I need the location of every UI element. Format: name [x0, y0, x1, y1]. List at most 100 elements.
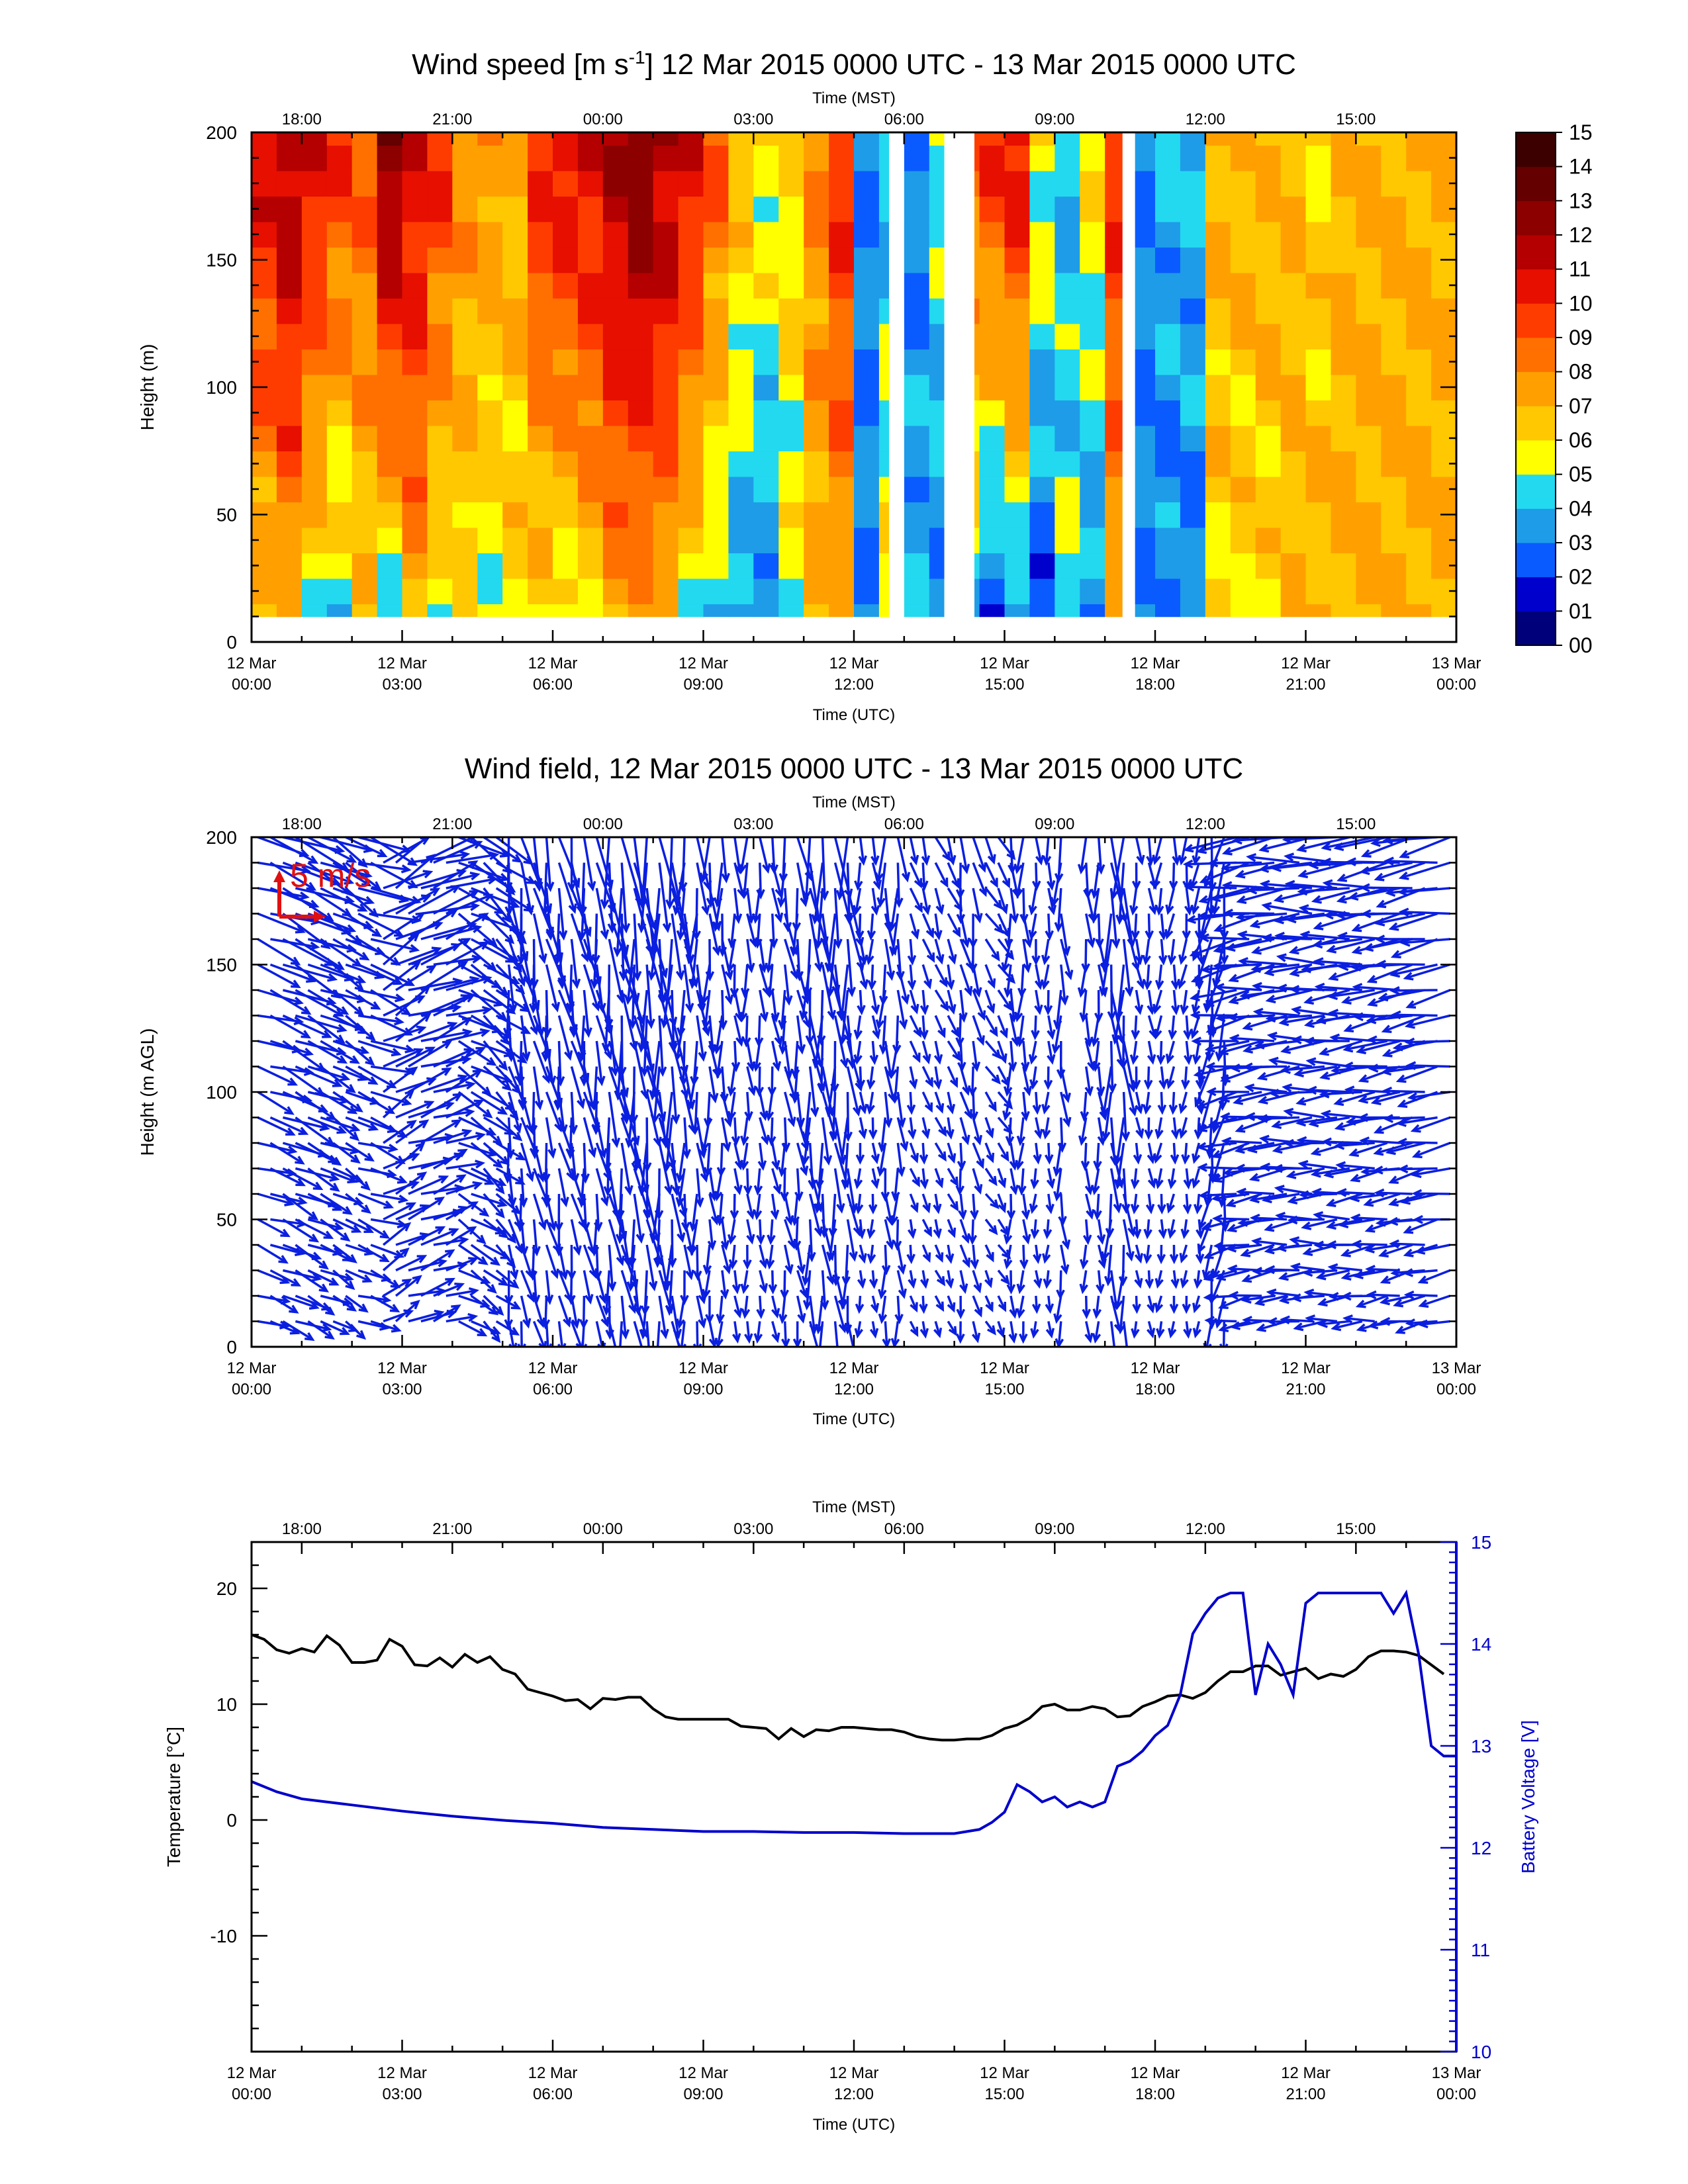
wind-vector-head: [935, 904, 945, 915]
wind-vector: [1022, 938, 1029, 971]
heatmap-cell: [427, 527, 453, 554]
wind-vector-head: [381, 1273, 392, 1282]
wind-vector: [876, 837, 887, 881]
wind-vector: [332, 1014, 367, 1034]
heatmap-cell: [678, 476, 704, 503]
wind-vector-head: [1220, 1222, 1230, 1232]
wind-vector-head: [492, 1136, 503, 1146]
heatmap-cell: [1004, 349, 1031, 375]
wind-vector-head: [910, 1302, 918, 1313]
wind-vector-head: [1265, 1013, 1276, 1023]
wind-vector-head: [1168, 1104, 1178, 1115]
wind-vector-head: [1249, 919, 1260, 929]
wind-vector: [768, 964, 774, 996]
wind-vector-head: [1252, 1266, 1263, 1276]
wind-vector: [495, 1193, 520, 1214]
heatmap-cell: [502, 196, 528, 222]
heatmap-cell: [753, 298, 780, 324]
wind-vector-head: [1211, 1174, 1223, 1183]
heatmap-cell: [829, 578, 855, 605]
wind-vector: [1080, 1117, 1088, 1144]
wind-vector-head: [933, 1054, 943, 1065]
heatmap-cell: [427, 502, 453, 528]
wind-vector: [1185, 837, 1237, 851]
heatmap-cell: [778, 553, 804, 579]
wind-vector-head: [1170, 1154, 1180, 1165]
wind-vector: [1414, 1192, 1450, 1195]
wind-vector-head: [1180, 1228, 1190, 1240]
wind-vector-head: [1389, 969, 1401, 978]
wind-vector: [1385, 1116, 1425, 1120]
heatmap-cell: [653, 196, 679, 222]
wind-vector: [445, 1030, 489, 1042]
wind-vector: [683, 1091, 695, 1132]
wind-vector: [820, 989, 824, 1043]
wind-vector-head: [1395, 1118, 1407, 1127]
heatmap-cell: [979, 170, 1006, 197]
wind-vector-head: [923, 978, 933, 989]
wind-vector-head: [685, 1269, 694, 1281]
wind-vector-head: [1130, 1203, 1140, 1214]
heatmap-cell: [753, 578, 780, 605]
wind-vector-head: [492, 1159, 504, 1169]
wind-vector: [307, 1040, 346, 1064]
wind-vector: [1221, 1091, 1262, 1101]
wind-vector-head: [598, 1293, 608, 1304]
wind-vector-head: [1308, 1118, 1319, 1128]
heatmap-cell: [502, 145, 528, 171]
wind-vector: [506, 1142, 510, 1181]
wind-vector: [984, 913, 1003, 933]
heatmap-cell: [1331, 400, 1357, 426]
wind-vector-head: [570, 1173, 580, 1184]
wind-vector-head: [1370, 1096, 1382, 1106]
heatmap-cell: [1180, 476, 1206, 503]
wind-vector: [1310, 1116, 1350, 1126]
heatmap-cell: [678, 221, 704, 248]
wind-vector-head: [833, 938, 843, 950]
wind-vector-head: [1086, 1208, 1095, 1220]
wind-vector-head: [951, 1027, 959, 1038]
heatmap-cell: [1055, 400, 1081, 426]
heatmap-cell: [804, 298, 829, 324]
wind-vector-head: [1313, 957, 1324, 966]
wind-vector-head: [560, 1197, 569, 1208]
wind-vector: [483, 837, 521, 862]
heatmap-cell: [577, 272, 604, 299]
wind-vector-head: [1349, 1193, 1360, 1203]
wind-vector: [1325, 1167, 1363, 1177]
wind-vector: [432, 1017, 471, 1042]
wind-vector-head: [559, 1124, 568, 1135]
heatmap-cell: [628, 170, 654, 197]
wind-vector-head: [744, 1333, 753, 1344]
wind-vector-head: [1345, 1116, 1356, 1126]
heatmap-cell: [829, 349, 855, 375]
wind-vector: [545, 1270, 551, 1303]
wind-vector: [320, 1295, 352, 1305]
wind-vector-head: [1047, 1029, 1056, 1040]
wind-vector: [846, 1066, 860, 1115]
wind-vector: [583, 837, 594, 889]
heatmap-cell: [778, 298, 804, 324]
wind-vector-head: [1299, 931, 1311, 940]
wind-vector-head: [1205, 1024, 1217, 1034]
wind-vector: [395, 1205, 428, 1221]
wind-vector-head: [686, 1099, 696, 1111]
wind-vector: [295, 837, 348, 871]
wind-vector-head: [759, 1258, 769, 1269]
wind-vector-head: [1168, 1328, 1177, 1339]
heatmap-cell: [1331, 553, 1357, 579]
wind-vector-head: [521, 1051, 531, 1062]
wind-vector: [984, 938, 1000, 960]
wind-vector-head: [1009, 1184, 1019, 1195]
heatmap-cell: [1406, 578, 1432, 605]
wind-vector-head: [790, 969, 799, 980]
wind-vector-head: [1274, 1185, 1285, 1194]
wind-vector: [1097, 1219, 1103, 1243]
heatmap-cell: [678, 527, 704, 554]
wind-vector-head: [1248, 1194, 1260, 1204]
wind-vector-head: [541, 1052, 551, 1063]
wind-vector: [756, 1168, 761, 1193]
wind-vector: [871, 1270, 876, 1287]
wind-vector: [520, 1015, 528, 1060]
wind-vector: [1009, 837, 1014, 872]
